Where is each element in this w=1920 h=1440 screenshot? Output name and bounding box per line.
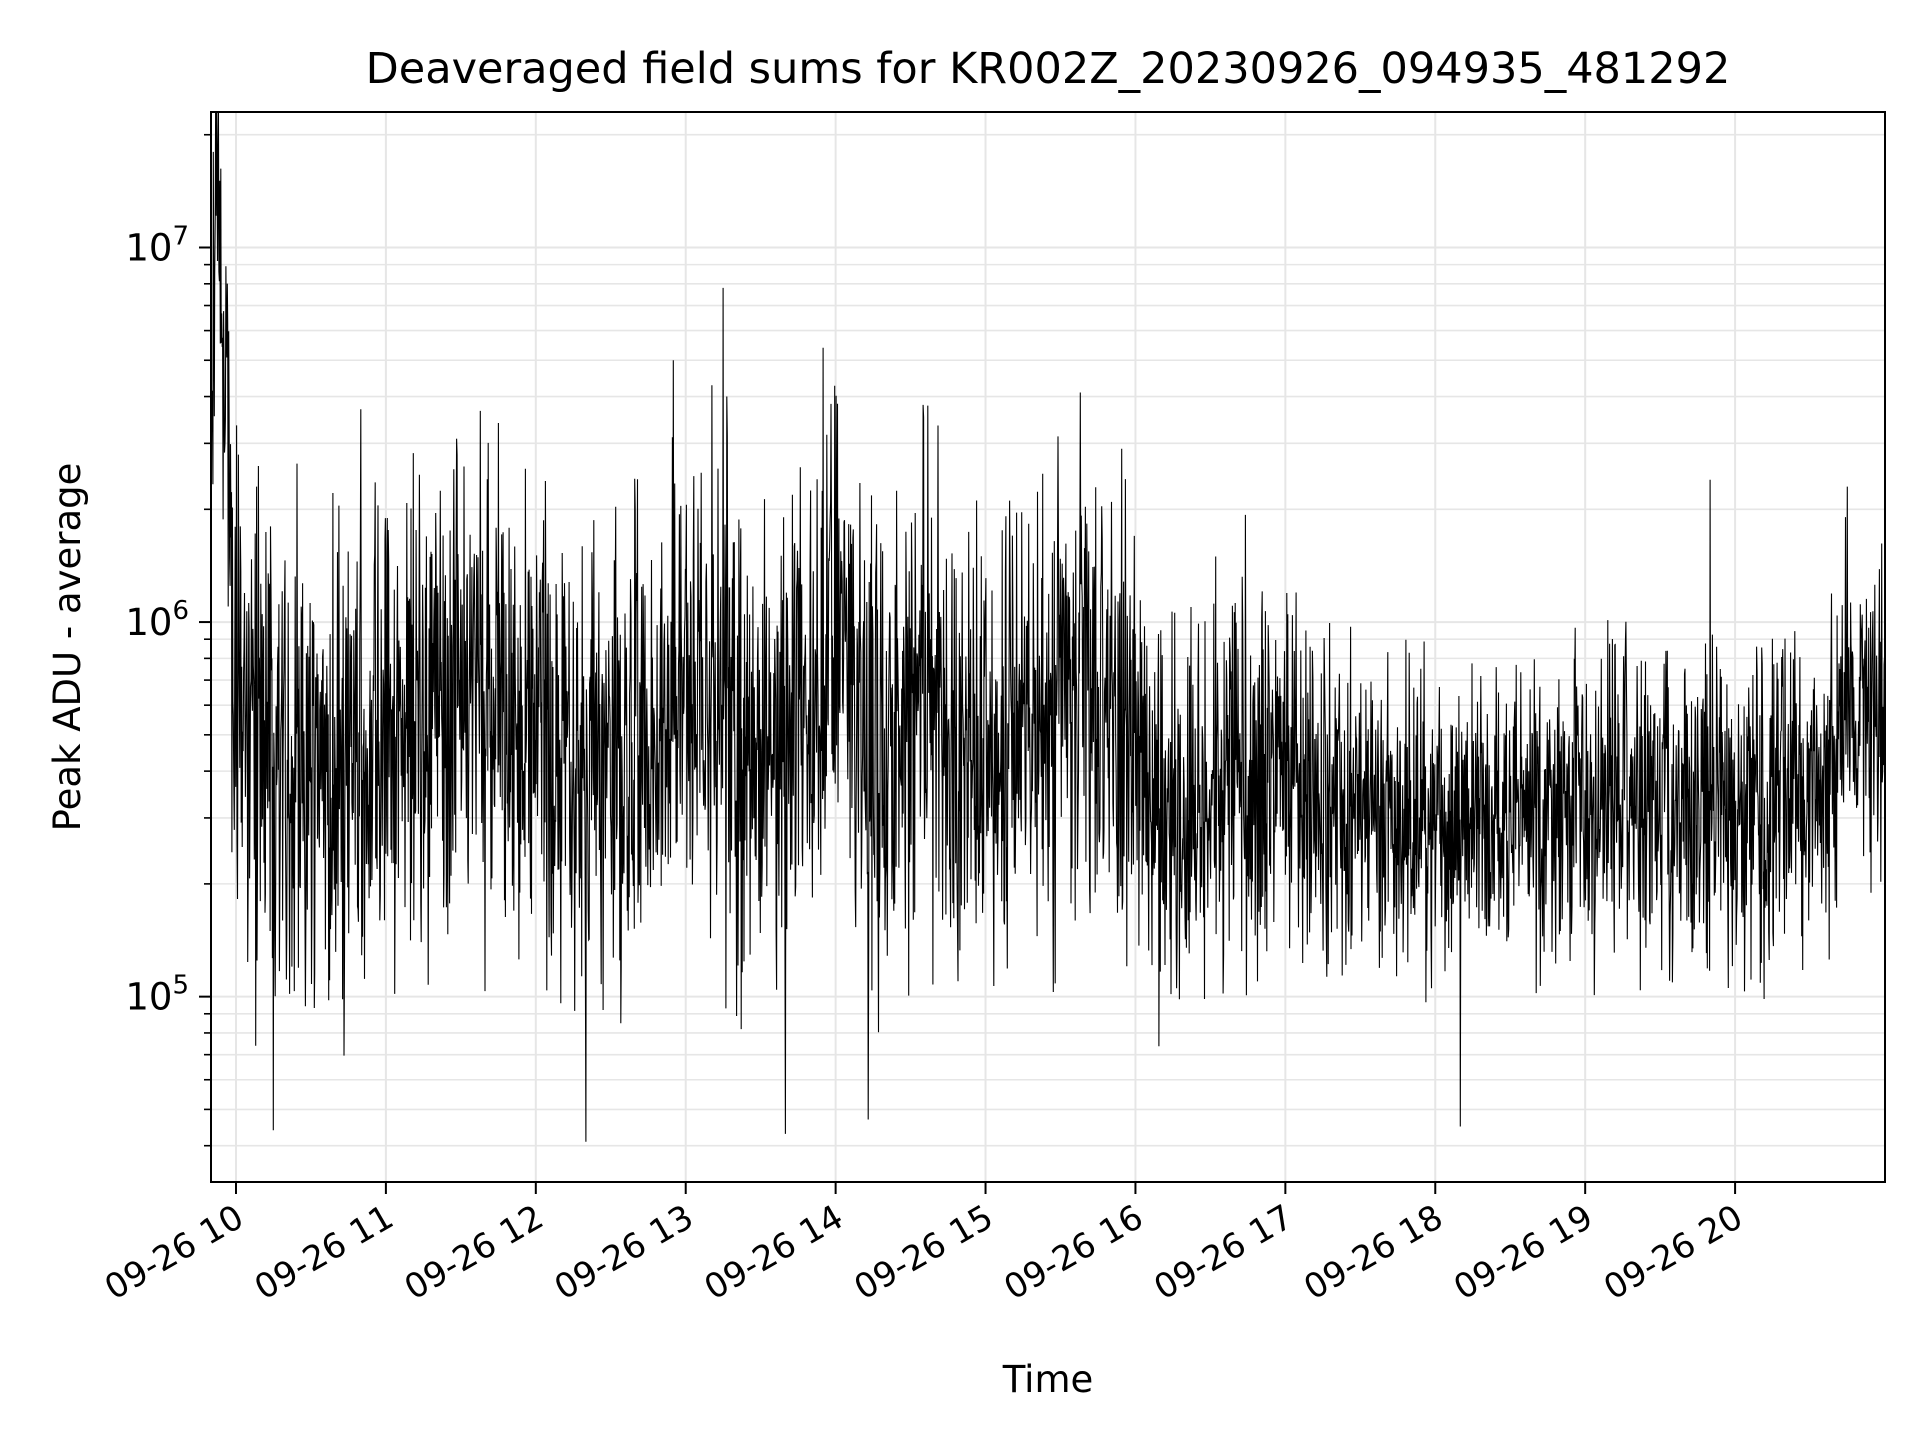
y-axis-label: Peak ADU - average <box>46 463 89 832</box>
y-tick-label: 106 <box>125 596 189 644</box>
chart-title: Deaveraged field sums for KR002Z_2023092… <box>366 44 1731 94</box>
y-axis-ticks: 105 106 107 <box>125 133 211 1147</box>
plot-area <box>211 112 1885 1142</box>
series-line <box>211 112 1885 1142</box>
x-axis-label: Time <box>1002 1358 1094 1401</box>
y-tick-label: 107 <box>125 221 189 269</box>
y-tick-label: 105 <box>125 971 189 1019</box>
plot-frame <box>210 111 1886 1183</box>
series-layer <box>211 112 1885 1142</box>
